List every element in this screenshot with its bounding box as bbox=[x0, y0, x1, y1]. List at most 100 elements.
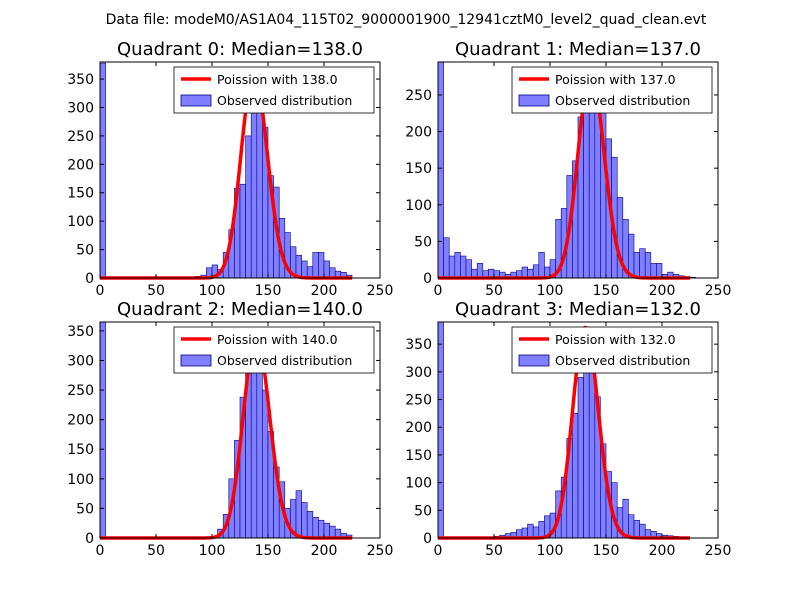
x-tick-label: 250 bbox=[705, 283, 732, 299]
subplot-quadrant-2: 0 50 100 150 200 250 0 50 100 150 200 250 300 350 Qu… bbox=[67, 299, 393, 559]
histogram-bar bbox=[437, 61, 444, 279]
legend-q2: Poission with 140.0 Observed distributio… bbox=[173, 326, 375, 374]
histogram-bar bbox=[443, 237, 450, 279]
x-tick-label: 0 bbox=[96, 543, 105, 559]
histogram-bar bbox=[656, 263, 663, 279]
histogram-bar bbox=[99, 62, 106, 279]
legend-poisson-label-q2: Poission with 140.0 bbox=[217, 332, 338, 347]
histogram-bar bbox=[301, 502, 308, 539]
y-tick-label: 50 bbox=[414, 503, 432, 519]
y-tick-label: 350 bbox=[67, 72, 94, 88]
y-tick-label: 250 bbox=[405, 393, 432, 409]
x-tick-label: 50 bbox=[485, 283, 503, 299]
y-tick-label: 150 bbox=[405, 448, 432, 464]
y-tick-label: 200 bbox=[67, 413, 94, 429]
histogram-bar bbox=[644, 252, 652, 279]
legend-q1: Poission with 137.0 Observed distributio… bbox=[511, 66, 713, 114]
histogram-bar bbox=[460, 255, 467, 279]
x-tick-label: 200 bbox=[311, 543, 338, 559]
y-tick-label: 250 bbox=[405, 88, 432, 104]
y-tick-label: 100 bbox=[405, 198, 432, 214]
x-tick-label: 200 bbox=[311, 283, 338, 299]
histogram-bar bbox=[650, 263, 657, 279]
x-tick-label: 50 bbox=[147, 543, 165, 559]
x-tick-label: 150 bbox=[593, 543, 620, 559]
subplot-title-q1: Quadrant 1: Median=137.0 bbox=[455, 39, 701, 60]
histogram-bar bbox=[437, 321, 444, 539]
x-tick-label: 250 bbox=[705, 543, 732, 559]
histogram-bar bbox=[239, 183, 246, 279]
x-tick-label: 0 bbox=[434, 283, 443, 299]
y-tick-label: 100 bbox=[67, 214, 94, 230]
x-tick-label: 200 bbox=[649, 543, 676, 559]
x-tick-label: 100 bbox=[199, 543, 226, 559]
histogram-bar bbox=[318, 252, 325, 279]
figure-suptitle: Data file: modeM0/AS1A04_115T02_90000019… bbox=[106, 12, 707, 28]
y-axis-q1: 0 50 100 150 200 250 bbox=[405, 88, 718, 287]
histogram-bar bbox=[538, 252, 545, 279]
y-axis-q3: 0 50 100 150 200 250 300 350 bbox=[405, 337, 718, 547]
legend-observed-label-q0: Observed distribution bbox=[217, 93, 352, 108]
legend-patch-swatch-q0 bbox=[180, 94, 212, 107]
y-tick-label: 150 bbox=[67, 442, 94, 458]
subplot-quadrant-3: 0 50 100 150 200 250 0 50 100 150 200 250 300 350 Qu… bbox=[405, 299, 731, 559]
histogram-bar bbox=[312, 252, 319, 279]
histogram-bar bbox=[301, 260, 308, 279]
x-axis-q1: 0 50 100 150 200 250 bbox=[434, 62, 732, 299]
axes-frame-q1 bbox=[437, 61, 719, 279]
legend-q0: Poission with 138.0 Observed distributio… bbox=[173, 66, 375, 114]
x-axis-q0: 0 50 100 150 200 250 bbox=[96, 62, 393, 299]
y-tick-label: 0 bbox=[423, 531, 432, 547]
legend-poisson-label-q1: Poission with 137.0 bbox=[555, 72, 676, 87]
y-tick-label: 0 bbox=[85, 531, 94, 547]
x-tick-label: 0 bbox=[434, 543, 443, 559]
x-tick-label: 150 bbox=[255, 283, 282, 299]
histogram-bar bbox=[318, 519, 325, 539]
y-tick-label: 300 bbox=[405, 365, 432, 381]
histogram-bar bbox=[448, 255, 456, 279]
histogram-bar bbox=[538, 521, 545, 539]
subplot-title-q3: Quadrant 3: Median=132.0 bbox=[455, 299, 701, 320]
x-tick-label: 150 bbox=[255, 543, 282, 559]
histogram-bar bbox=[588, 90, 596, 279]
histogram-bar bbox=[583, 346, 590, 539]
y-tick-label: 200 bbox=[405, 125, 432, 141]
histogram-bar bbox=[628, 233, 635, 279]
histogram-bar bbox=[323, 522, 330, 539]
axes-frame-q0 bbox=[99, 61, 381, 279]
histogram-bar bbox=[622, 498, 629, 539]
x-axis-q3: 0 50 100 150 200 250 bbox=[434, 322, 732, 559]
histogram-bar bbox=[312, 516, 319, 539]
y-tick-label: 350 bbox=[405, 337, 432, 353]
histogram-bar bbox=[262, 389, 269, 539]
y-tick-label: 350 bbox=[67, 324, 94, 340]
axes-frame-q2 bbox=[99, 321, 381, 539]
x-tick-label: 50 bbox=[485, 543, 503, 559]
y-tick-label: 0 bbox=[85, 271, 94, 287]
subplot-title-q0: Quadrant 0: Median=138.0 bbox=[117, 39, 363, 60]
x-tick-label: 50 bbox=[147, 283, 165, 299]
histogram-bar bbox=[465, 259, 472, 279]
x-tick-label: 0 bbox=[96, 283, 105, 299]
y-tick-label: 100 bbox=[405, 476, 432, 492]
legend-patch-swatch-q1 bbox=[518, 94, 550, 107]
legend-poisson-label-q3: Poission with 132.0 bbox=[555, 332, 676, 347]
legend-patch-swatch-q3 bbox=[518, 354, 550, 367]
histogram-bar bbox=[532, 264, 540, 279]
y-axis-q0: 0 50 100 150 200 250 300 350 bbox=[67, 72, 380, 287]
y-tick-label: 200 bbox=[405, 420, 432, 436]
y-tick-label: 50 bbox=[76, 501, 94, 517]
histogram-bar bbox=[329, 525, 336, 539]
x-tick-label: 100 bbox=[537, 283, 564, 299]
histogram-bar bbox=[527, 523, 534, 539]
histogram-bar bbox=[639, 523, 646, 539]
x-tick-label: 250 bbox=[367, 543, 394, 559]
y-tick-label: 150 bbox=[67, 186, 94, 202]
y-tick-label: 150 bbox=[405, 161, 432, 177]
y-tick-label: 300 bbox=[67, 100, 94, 116]
y-tick-label: 250 bbox=[67, 383, 94, 399]
legend-patch-swatch-q2 bbox=[180, 354, 212, 367]
axes-frame-q3 bbox=[437, 321, 719, 539]
histogram-bar bbox=[639, 248, 646, 279]
